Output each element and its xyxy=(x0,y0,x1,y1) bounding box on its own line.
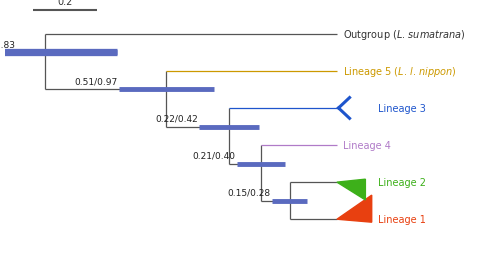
Text: Lineage 1: Lineage 1 xyxy=(378,214,426,224)
Polygon shape xyxy=(337,180,366,200)
Text: 0.2: 0.2 xyxy=(58,0,73,7)
Text: Lineage 4: Lineage 4 xyxy=(344,140,391,150)
Text: Lineage 2: Lineage 2 xyxy=(378,178,426,187)
Text: 0.21/0.40: 0.21/0.40 xyxy=(193,151,236,160)
Text: 0.51/0.97: 0.51/0.97 xyxy=(74,77,117,86)
Text: 1.48/2.83: 1.48/2.83 xyxy=(0,40,16,50)
Text: Lineage 3: Lineage 3 xyxy=(378,104,426,114)
Text: 0.15/0.28: 0.15/0.28 xyxy=(228,188,270,197)
Polygon shape xyxy=(337,195,372,222)
Text: 0.22/0.42: 0.22/0.42 xyxy=(155,114,198,123)
Text: Outgroup ($L$. $sumatrana$): Outgroup ($L$. $sumatrana$) xyxy=(344,28,466,42)
Text: Lineage 5 ($L$. $l$. $nippon$): Lineage 5 ($L$. $l$. $nippon$) xyxy=(344,65,457,78)
